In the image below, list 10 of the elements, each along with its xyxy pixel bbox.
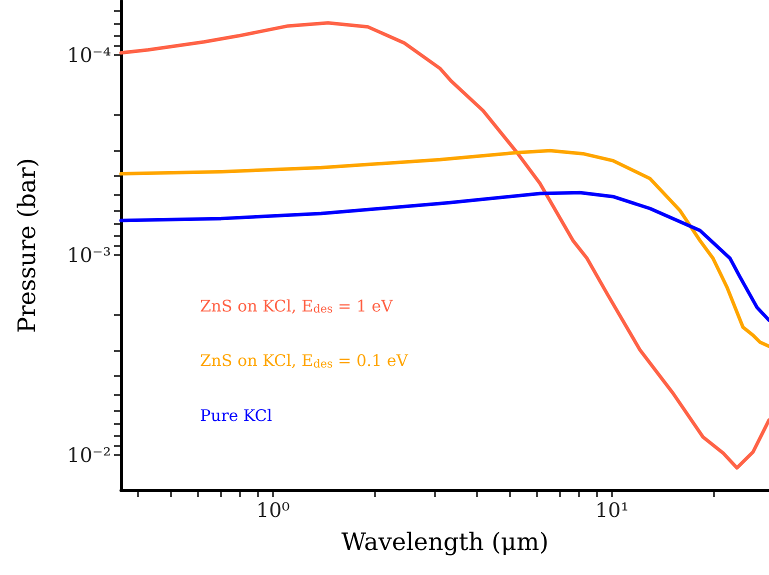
y-axis-title: Pressure (bar) [13,158,41,334]
text: Pure KCl [200,406,272,425]
x-tick-label: 10¹ [595,498,629,522]
text: ZnS on KCl, Edes = 0.1 eV [200,351,408,370]
y-tick-label: 10⁻² [66,443,111,467]
y-tick-label: 10⁻⁴ [66,42,111,67]
y-tick-label: 10⁻³ [66,242,111,267]
x-axis-title: Wavelength (μm) [341,528,549,556]
text: ZnS on KCl, Edes = 1 eV [200,296,394,316]
x-tick-label: 10⁰ [256,498,290,522]
